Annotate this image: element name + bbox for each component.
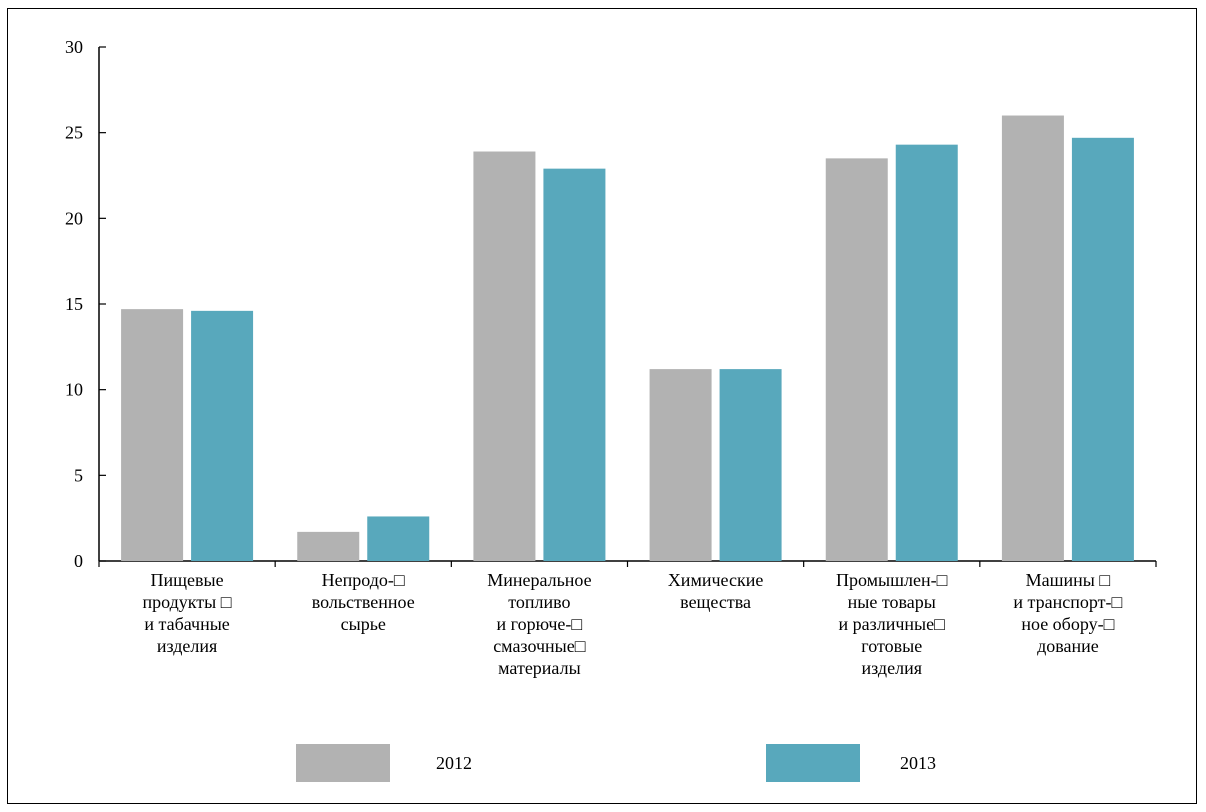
y-tick-label: 25 [65, 123, 83, 143]
x-category-label-line: дование [1037, 636, 1099, 656]
x-category-label-line: вещества [680, 592, 751, 612]
bar-2012 [121, 309, 184, 561]
bar-2013 [1071, 137, 1134, 561]
bar-2012 [297, 531, 360, 561]
y-tick-label: 0 [74, 551, 83, 571]
x-category-label-line: сырье [341, 614, 386, 634]
x-category-label: Пищевые продукты □ и табачные изделия [143, 570, 232, 656]
y-tick-label: 15 [65, 294, 83, 314]
x-category-label: Химические вещества [668, 570, 764, 612]
x-category-label-line: ное обору-□ [1021, 614, 1114, 634]
x-category-label-line: и различные□ [839, 614, 946, 634]
x-category-label-line: Машины □ [1026, 570, 1111, 590]
x-category-label-line: и транспорт-□ [1013, 592, 1122, 612]
x-category-label-line: ные товары [848, 592, 936, 612]
x-category-label: Машины □ и транспорт-□ ное обору-□ дование [1013, 570, 1122, 656]
bar-2012 [825, 158, 888, 561]
x-category-label-line: и горюче-□ [497, 614, 583, 634]
x-category-label: Минеральное топливо и горюче-□ смазочные□ ма… [487, 570, 591, 678]
bar-2012 [1001, 115, 1064, 562]
bar-2013 [367, 516, 430, 561]
x-category-label-line: материалы [498, 658, 581, 678]
legend-label-2012: 2012 [436, 753, 472, 773]
x-category-label-line: Химические [668, 570, 764, 590]
x-category-label-line: смазочные□ [493, 636, 586, 656]
x-category-label-line: изделия [157, 636, 217, 656]
legend-label-2013: 2013 [900, 753, 936, 773]
legend-swatch-2012 [296, 744, 390, 782]
x-category-label-line: Промышлен-□ [836, 570, 948, 590]
x-category-label-line: вольственное [312, 592, 415, 612]
x-category-label-line: Непродо-□ [322, 570, 405, 590]
x-category-label-line: готовые [861, 636, 922, 656]
bar-2013 [543, 168, 606, 561]
x-category-label: Промышлен-□ ные товары и различные□ готовые… [836, 570, 948, 678]
bar-2013 [191, 310, 254, 561]
x-category-label: Непродо-□ вольственное сырье [312, 570, 415, 634]
bar-2013 [895, 144, 958, 561]
x-category-label-line: продукты □ [143, 592, 232, 612]
y-tick-label: 30 [65, 37, 83, 57]
bar-2012 [649, 369, 712, 561]
x-category-label-line: Минеральное [487, 570, 591, 590]
y-tick-label: 5 [74, 465, 83, 485]
x-category-label-line: и табачные [144, 614, 229, 634]
x-category-label-line: топливо [508, 592, 570, 612]
chart-frame [7, 8, 1197, 804]
bar-2013 [719, 369, 782, 561]
x-category-label-line: изделия [862, 658, 922, 678]
legend-swatch-2013 [766, 744, 860, 782]
y-tick-label: 10 [65, 380, 83, 400]
bar-2012 [473, 151, 536, 561]
y-tick-label: 20 [65, 208, 83, 228]
x-category-label-line: Пищевые [151, 570, 224, 590]
